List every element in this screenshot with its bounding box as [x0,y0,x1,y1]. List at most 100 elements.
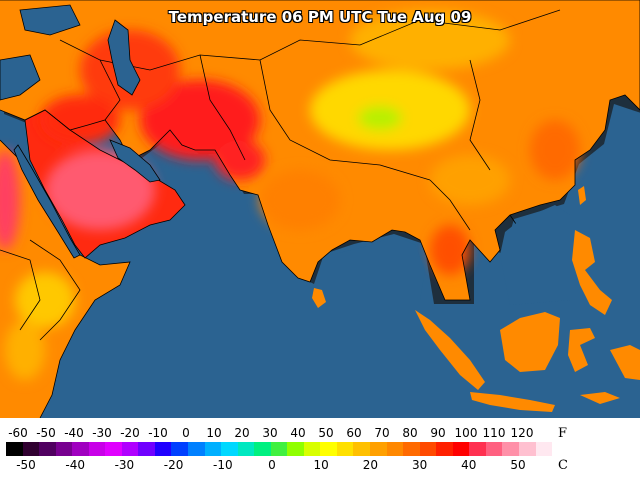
celsius-unit: C [558,458,568,473]
color-segment [105,442,122,456]
fahrenheit-tick-label: -20 [120,426,140,440]
bay-of-bengal [330,235,425,300]
hot-arabia-core [45,150,155,230]
fahrenheit-tick-label: -30 [92,426,112,440]
new-guinea [610,345,640,380]
color-segment [336,442,354,456]
celsius-tick-label: 10 [313,458,329,472]
fahrenheit-tick-label: 60 [346,426,362,440]
japan [612,20,632,70]
color-segment [221,442,238,456]
timor [580,392,620,404]
celsius-tick-label: -40 [65,458,85,472]
red-sea [13,144,81,259]
color-segment [154,442,172,456]
hot-iran [140,80,260,160]
sri-lanka [312,288,326,308]
color-segment [237,442,255,456]
celsius-tick-label: -30 [114,458,135,472]
persian-gulf [109,139,161,183]
fahrenheit-tick-label: -60 [8,426,28,440]
warm-yunnan [430,155,510,205]
fahrenheit-tick-label: -10 [148,426,168,440]
color-segment [6,442,23,456]
hot-china-east [530,120,580,180]
warm-ethiopia [15,272,75,328]
color-scale-bar [6,442,553,456]
black-sea [19,4,81,36]
mediterranean [0,54,41,101]
color-segment [419,442,437,456]
color-segment [469,442,486,456]
color-segment [204,442,222,456]
color-segment [39,442,56,456]
color-segment [320,442,337,456]
color-segment [88,442,106,456]
fahrenheit-tick-label: 50 [318,426,334,440]
color-segment [22,442,40,456]
cool-tibet [358,106,402,130]
sumatra [415,310,485,390]
fahrenheit-unit: F [558,426,568,441]
fahrenheit-tick-label: -50 [36,426,56,440]
fahrenheit-tick-label: 40 [290,426,306,440]
map-title: Temperature 06 PM UTC Tue Aug 09 [168,8,472,26]
celsius-tick-label: 40 [461,458,477,472]
celsius-tick-label: -10 [212,458,233,472]
fahrenheit-tick-label: 80 [402,426,418,440]
celsius-tick-label: -50 [16,458,36,472]
color-segment [485,442,503,456]
celsius-tick-label: 30 [411,458,428,472]
color-segment [353,442,371,456]
color-segment [436,442,453,456]
color-segment [518,442,536,456]
java [470,392,555,412]
fahrenheit-tick-label: 30 [262,426,278,440]
taiwan [578,186,586,205]
warm-kenya [5,320,45,380]
fahrenheit-tick-label: 20 [234,426,250,440]
color-segment [121,442,139,456]
color-segment [452,442,470,456]
borders [0,0,640,418]
celsius-tick-label: 20 [362,458,379,472]
color-segment [287,442,304,456]
color-segment [188,442,205,456]
color-segment [303,442,321,456]
color-segment [535,442,553,456]
hot-thailand [430,225,470,275]
caspian-sea [107,19,141,96]
warm-mongolia [350,10,510,70]
fahrenheit-tick-label: 110 [482,426,506,440]
fahrenheit-tick-label: 100 [454,426,478,440]
color-segment [370,442,387,456]
celsius-tick-label: -20 [163,458,184,472]
color-segment [55,442,73,456]
fahrenheit-tick-label: 10 [206,426,222,440]
fahrenheit-tick-label: 90 [430,426,446,440]
celsius-tick-label: 0 [268,458,276,472]
color-segment [386,442,404,456]
celsius-tick-label: 50 [510,458,526,472]
fahrenheit-tick-label: 0 [182,426,190,440]
color-segment [254,442,271,456]
fahrenheit-tick-label: 120 [510,426,534,440]
philippines [572,230,612,315]
warm-india [260,170,340,230]
color-segment [171,442,189,456]
color-segment [403,442,420,456]
south-china-sea [500,205,570,305]
fahrenheit-tick-label: -40 [64,426,84,440]
hot-pakistan [215,140,265,180]
sulawesi [568,328,595,372]
color-segment [270,442,288,456]
hot-sahara [0,150,20,250]
hot-iraq [40,95,120,145]
fahrenheit-tick-label: 70 [374,426,390,440]
borneo [500,312,560,372]
temperature-patches [0,10,580,380]
color-segment [72,442,89,456]
color-segment [502,442,519,456]
seas [0,4,570,305]
temperature-map [0,0,640,418]
